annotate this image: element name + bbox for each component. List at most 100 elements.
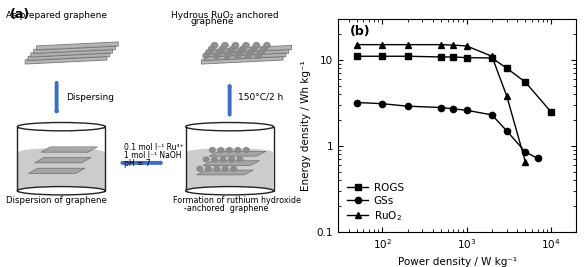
Text: 0.1 mol l⁻¹ Ru³⁺: 0.1 mol l⁻¹ Ru³⁺ xyxy=(124,143,184,152)
ROGS xyxy=(489,56,496,60)
Circle shape xyxy=(214,166,219,171)
Text: -anchored  graphene: -anchored graphene xyxy=(184,204,268,213)
Text: (b): (b) xyxy=(350,25,370,38)
Circle shape xyxy=(197,166,203,171)
RuO$_2$ xyxy=(379,43,386,46)
Circle shape xyxy=(235,148,240,152)
Circle shape xyxy=(222,166,228,171)
Bar xyxy=(17,127,105,191)
Polygon shape xyxy=(28,52,110,61)
Polygon shape xyxy=(28,168,85,174)
Line: ROGS: ROGS xyxy=(354,53,554,115)
X-axis label: Power density / W kg⁻¹: Power density / W kg⁻¹ xyxy=(397,257,517,266)
Circle shape xyxy=(203,157,209,162)
Circle shape xyxy=(216,50,222,55)
ROGS xyxy=(379,55,386,58)
GSs xyxy=(463,109,470,112)
Ellipse shape xyxy=(186,187,273,195)
GSs xyxy=(534,157,542,160)
Polygon shape xyxy=(36,42,118,50)
RuO$_2$ xyxy=(404,43,411,46)
RuO$_2$ xyxy=(353,43,360,46)
Circle shape xyxy=(213,53,220,58)
Circle shape xyxy=(250,46,257,51)
Circle shape xyxy=(231,166,236,171)
Bar xyxy=(186,152,273,191)
Circle shape xyxy=(229,157,235,162)
RuO$_2$ xyxy=(450,44,457,47)
Text: Hydrous RuO₂ anchored: Hydrous RuO₂ anchored xyxy=(172,11,279,20)
RuO$_2$ xyxy=(463,44,470,48)
ROGS xyxy=(503,66,510,70)
ROGS xyxy=(404,55,411,58)
Polygon shape xyxy=(207,49,289,57)
Ellipse shape xyxy=(186,148,273,156)
Polygon shape xyxy=(34,45,115,54)
RuO$_2$ xyxy=(522,160,529,164)
Text: Dispersion of graphene: Dispersion of graphene xyxy=(6,196,107,205)
ROGS xyxy=(437,55,445,58)
Circle shape xyxy=(261,46,268,51)
RuO$_2$ xyxy=(489,55,496,58)
Polygon shape xyxy=(210,45,292,54)
ROGS xyxy=(450,55,457,58)
Circle shape xyxy=(226,148,232,152)
Circle shape xyxy=(212,42,218,48)
Circle shape xyxy=(255,53,262,58)
Circle shape xyxy=(245,53,251,58)
Circle shape xyxy=(220,157,226,162)
ROGS xyxy=(547,110,554,113)
Bar xyxy=(18,152,105,191)
Polygon shape xyxy=(204,52,286,61)
RuO$_2$ xyxy=(503,95,510,98)
Circle shape xyxy=(248,50,254,55)
Text: (a): (a) xyxy=(9,8,29,21)
Polygon shape xyxy=(201,56,283,64)
RuO$_2$ xyxy=(437,43,445,46)
ROGS xyxy=(522,81,529,84)
Polygon shape xyxy=(41,147,98,152)
Circle shape xyxy=(222,42,228,48)
Circle shape xyxy=(235,53,240,58)
Ellipse shape xyxy=(17,187,105,195)
Polygon shape xyxy=(35,158,91,163)
Polygon shape xyxy=(31,49,113,57)
Line: GSs: GSs xyxy=(354,99,541,162)
Circle shape xyxy=(203,53,209,58)
Ellipse shape xyxy=(17,123,105,131)
Text: pH = 7: pH = 7 xyxy=(124,159,151,168)
ROGS xyxy=(463,56,470,59)
Circle shape xyxy=(206,50,212,55)
Circle shape xyxy=(209,148,215,152)
GSs xyxy=(353,101,360,104)
Text: graphene: graphene xyxy=(191,17,234,26)
Text: As prepared graphene: As prepared graphene xyxy=(6,11,107,20)
Circle shape xyxy=(205,166,211,171)
Circle shape xyxy=(227,50,233,55)
Circle shape xyxy=(253,42,260,48)
ROGS xyxy=(353,55,360,58)
Circle shape xyxy=(240,46,246,51)
GSs xyxy=(503,129,510,132)
Polygon shape xyxy=(196,170,253,175)
GSs xyxy=(404,105,411,108)
Polygon shape xyxy=(25,56,107,64)
GSs xyxy=(489,113,496,116)
Text: Formation of ruthium hydroxide: Formation of ruthium hydroxide xyxy=(173,196,301,205)
GSs xyxy=(522,151,529,154)
Circle shape xyxy=(232,42,239,48)
Line: RuO$_2$: RuO$_2$ xyxy=(354,42,529,165)
Bar xyxy=(186,127,273,191)
Circle shape xyxy=(258,50,265,55)
Circle shape xyxy=(229,46,236,51)
Circle shape xyxy=(209,46,215,51)
Ellipse shape xyxy=(18,148,105,156)
Circle shape xyxy=(237,157,243,162)
Circle shape xyxy=(243,42,249,48)
Circle shape xyxy=(219,46,225,51)
GSs xyxy=(450,107,457,111)
Circle shape xyxy=(218,148,223,152)
Polygon shape xyxy=(209,151,266,156)
GSs xyxy=(379,102,386,105)
Circle shape xyxy=(264,42,270,48)
